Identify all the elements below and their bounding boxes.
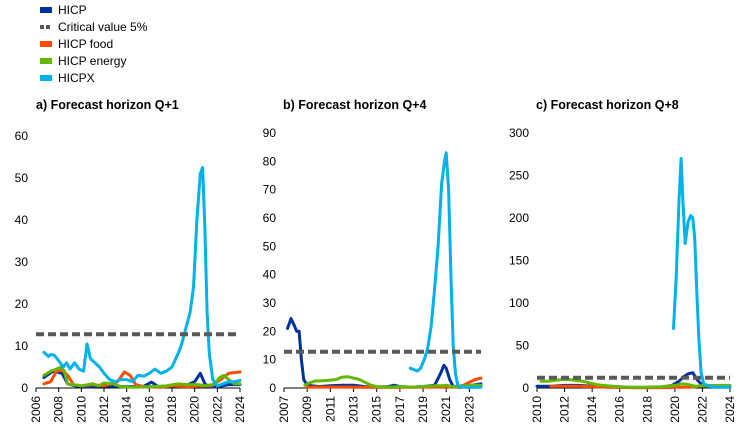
x-tick-label: 2012	[558, 396, 572, 423]
x-tick-label: 2024	[233, 396, 247, 423]
x-tick-label: 2022	[695, 396, 709, 423]
y-tick-label: 0	[522, 381, 529, 395]
y-tick-label: 20	[263, 324, 277, 338]
y-tick-label: 60	[263, 211, 277, 225]
x-tick-label: 2018	[165, 396, 179, 423]
y-tick-label: 70	[263, 183, 277, 197]
x-tick-label: 2008	[52, 396, 66, 423]
y-tick-label: 40	[15, 213, 29, 227]
legend: HICP Critical value 5% HICP food HICP energ…	[40, 1, 147, 86]
legend-item: HICP energy	[40, 52, 147, 69]
x-tick-label: 2013	[347, 396, 361, 423]
x-tick-label: 2019	[416, 396, 430, 423]
x-tick-label: 2024	[723, 396, 737, 423]
x-tick-label: 2011	[323, 396, 337, 422]
x-tick-label: 2015	[370, 396, 384, 423]
x-tick-label: 2017	[393, 396, 407, 423]
x-tick-label: 2014	[585, 396, 599, 423]
series-line	[408, 151, 483, 389]
x-tick-label: 2021	[439, 396, 453, 423]
x-tick-label: 2016	[613, 396, 627, 423]
y-tick-label: 0	[21, 381, 28, 395]
legend-label: HICP food	[58, 36, 114, 51]
legend-item: HICP food	[40, 35, 147, 52]
legend-label: HICP	[58, 2, 87, 17]
y-tick-label: 40	[263, 268, 277, 282]
y-tick-label: 90	[263, 126, 277, 140]
y-tick-label: 20	[15, 297, 29, 311]
y-tick-label: 50	[263, 239, 277, 253]
y-tick-label: 0	[269, 381, 276, 395]
legend-swatch	[40, 74, 52, 81]
legend-swatch	[40, 24, 52, 29]
y-tick-label: 50	[516, 339, 530, 353]
x-tick-label: 2009	[300, 396, 314, 423]
x-tick-label: 2007	[277, 396, 291, 423]
y-tick-label: 10	[15, 339, 29, 353]
x-tick-label: 2020	[668, 396, 682, 423]
series-line	[42, 365, 242, 389]
y-tick-label: 10	[263, 353, 277, 367]
y-tick-label: 80	[263, 154, 277, 168]
legend-label: HICPX	[58, 70, 95, 85]
x-tick-label: 2018	[640, 396, 654, 423]
y-tick-label: 100	[509, 296, 529, 310]
series-line	[672, 157, 732, 389]
legend-item: HICP	[40, 1, 147, 18]
x-tick-label: 2010	[74, 396, 88, 423]
x-tick-label: 2022	[210, 396, 224, 423]
panel-title: a) Forecast horizon Q+1	[36, 98, 179, 112]
x-tick-label: 2012	[97, 396, 111, 423]
y-tick-label: 250	[509, 169, 529, 183]
x-tick-label: 2014	[120, 396, 134, 423]
legend-swatch	[40, 6, 52, 13]
y-tick-label: 30	[15, 255, 29, 269]
y-tick-label: 150	[509, 254, 529, 268]
y-tick-label: 200	[509, 211, 529, 225]
legend-swatch	[40, 40, 52, 47]
legend-label: HICP energy	[58, 53, 127, 68]
legend-swatch	[40, 57, 52, 64]
legend-item: HICPX	[40, 69, 147, 86]
x-tick-label: 2016	[142, 396, 156, 423]
panel-title: b) Forecast horizon Q+4	[283, 98, 426, 112]
y-tick-label: 60	[15, 129, 29, 143]
x-tick-label: 2023	[462, 396, 476, 423]
x-tick-label: 2006	[29, 396, 43, 423]
x-tick-label: 2020	[188, 396, 202, 423]
legend-label: Critical value 5%	[58, 19, 148, 34]
x-tick-label: 2010	[530, 396, 544, 423]
series-line	[42, 166, 242, 388]
y-tick-label: 300	[509, 126, 529, 140]
y-tick-label: 50	[15, 171, 29, 185]
legend-item: Critical value 5%	[40, 18, 147, 35]
y-tick-label: 30	[263, 296, 277, 310]
panel-title: c) Forecast horizon Q+8	[536, 98, 679, 112]
series-line	[303, 375, 483, 389]
